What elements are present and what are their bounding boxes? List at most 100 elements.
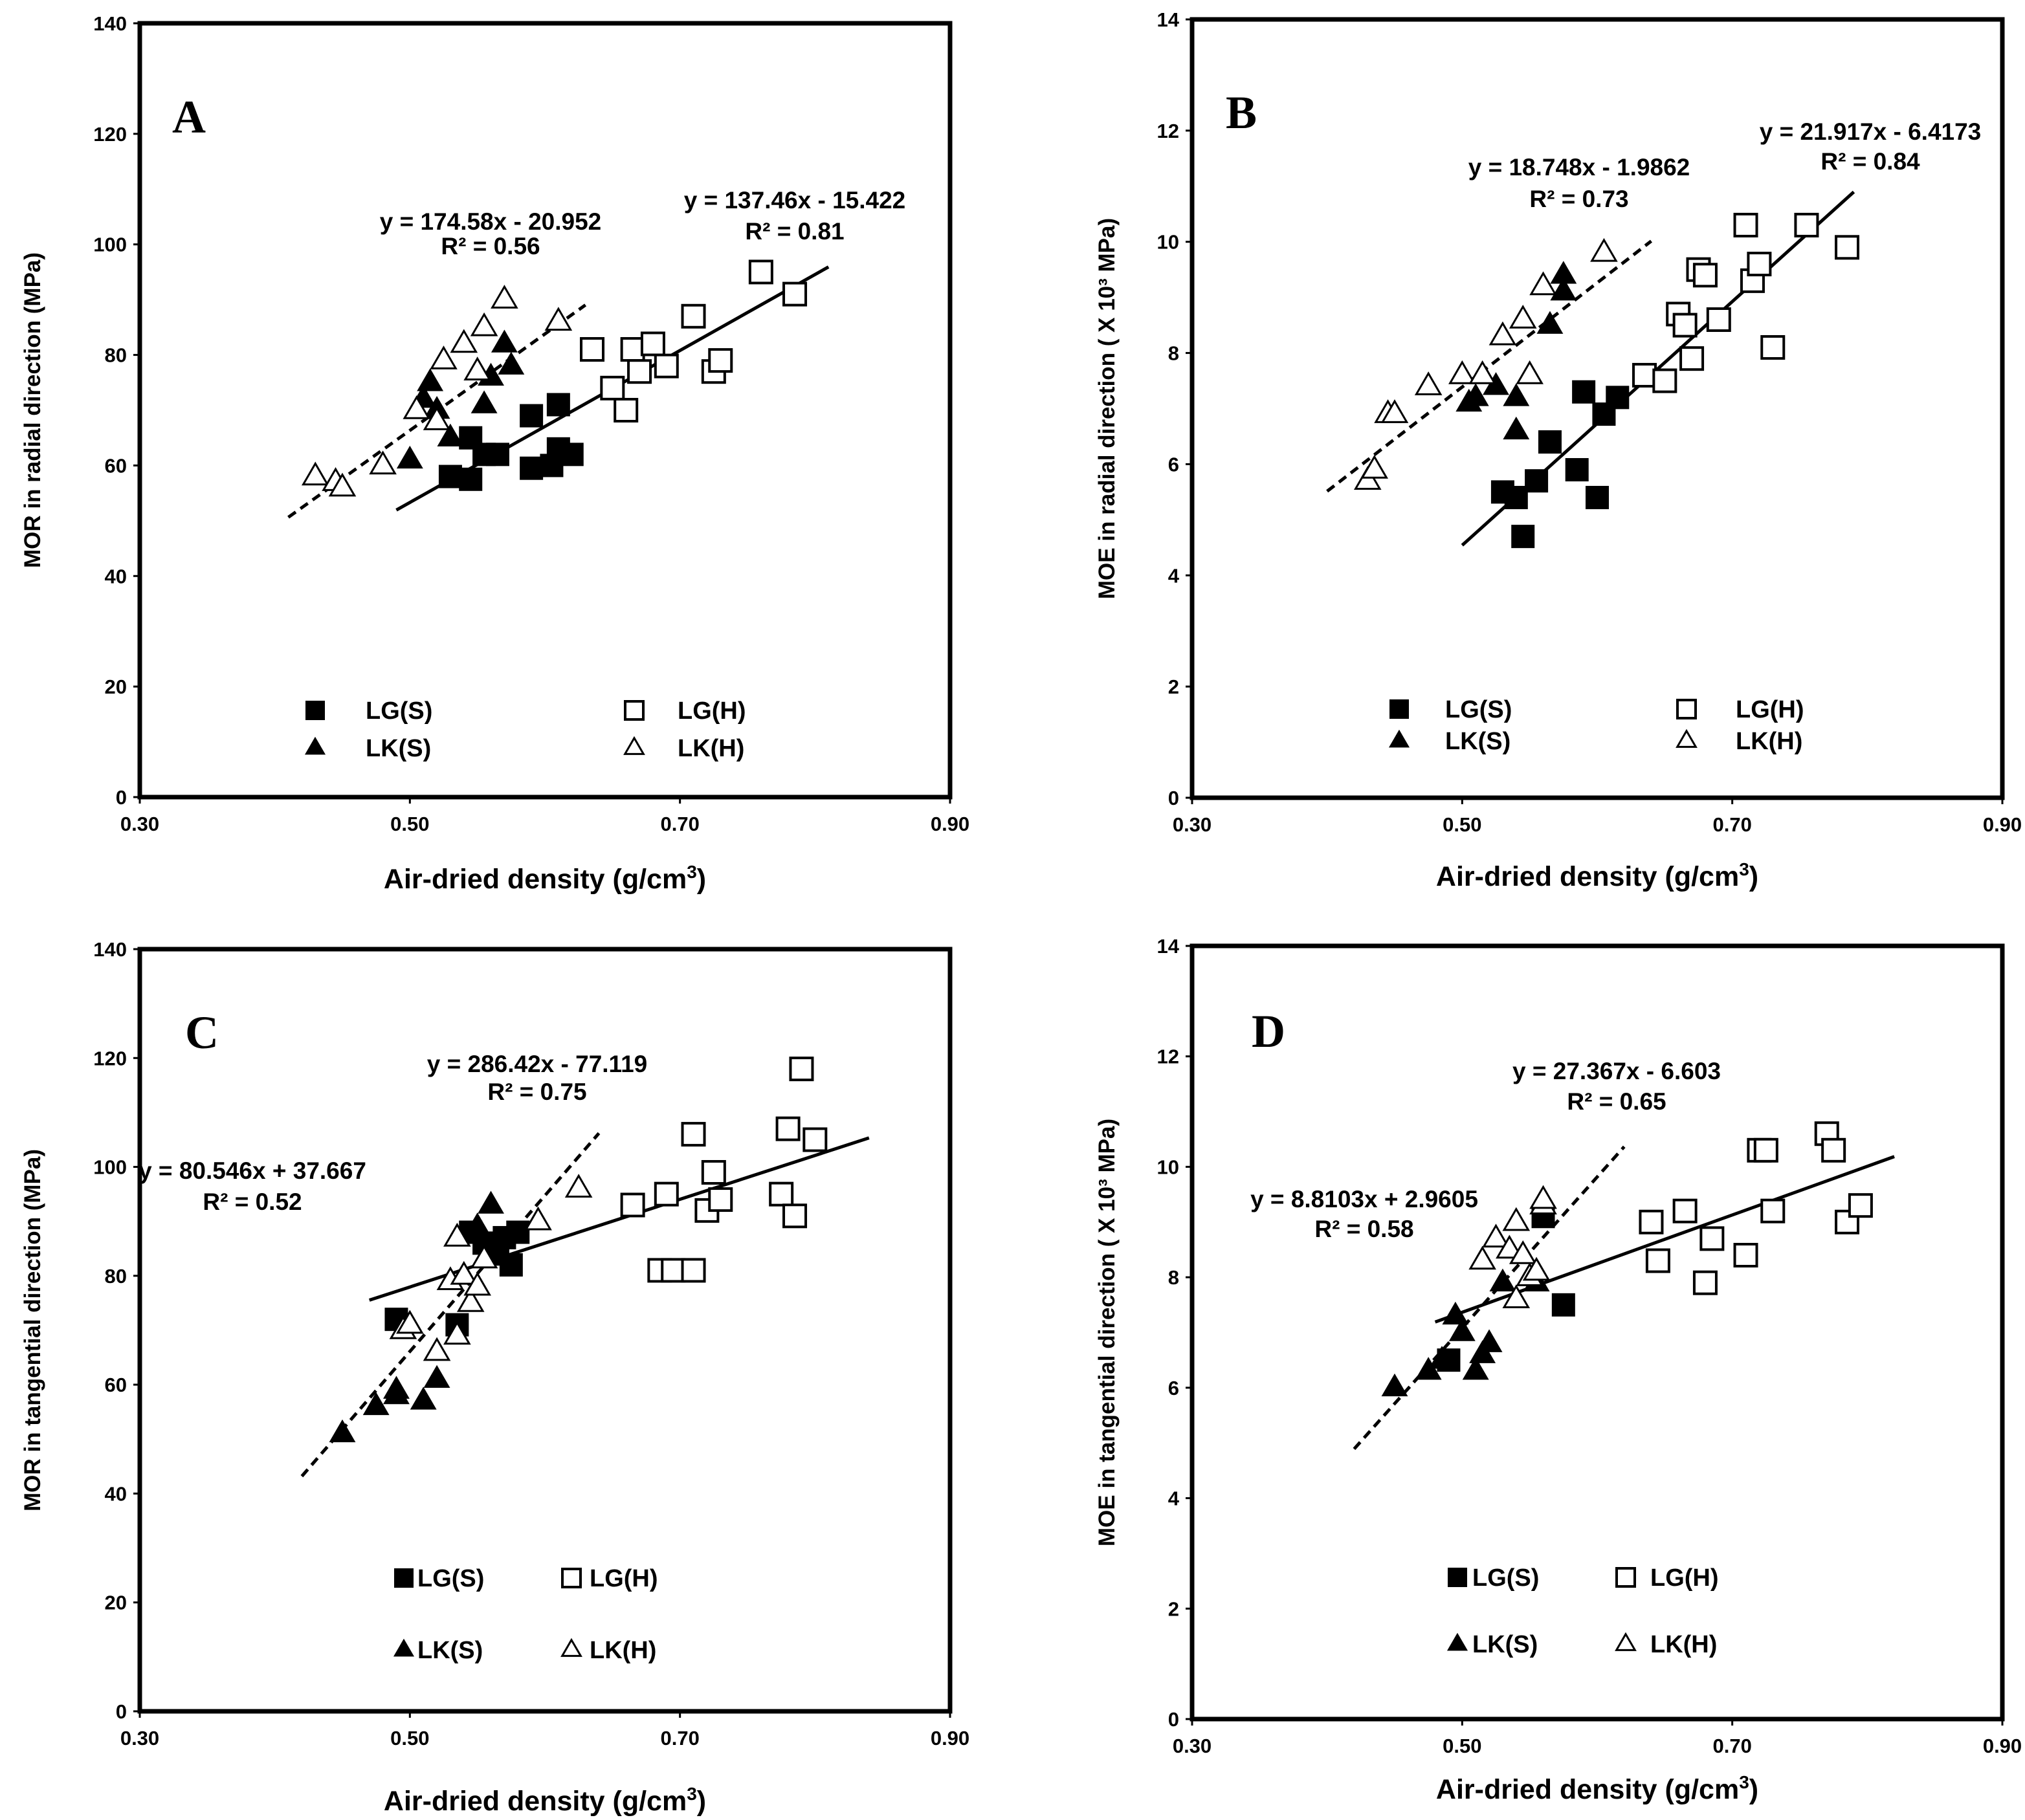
- trend-r-squared: R² = 0.75: [487, 1079, 586, 1105]
- y-axis-label: MOE in radial direction ( X 10³ MPa): [1094, 218, 1120, 599]
- data-point: [396, 445, 423, 469]
- data-point: [802, 1127, 828, 1152]
- x-tick-label: 0.30: [1173, 813, 1212, 836]
- data-point: [450, 1260, 478, 1285]
- data-point: [654, 353, 679, 378]
- series-lks: [329, 1190, 504, 1443]
- legend-label: LG(H): [678, 697, 746, 725]
- x-axis-label-text: Air-dried density (g/cm: [1436, 861, 1739, 892]
- data-point: [1550, 278, 1577, 301]
- data-point: [546, 393, 570, 417]
- trend-equation: y = 21.917x - 6.4173: [1760, 118, 1982, 145]
- data-point: [1522, 1256, 1551, 1281]
- data-point: [437, 423, 464, 446]
- trend-equation: y = 18.748x - 1.9862: [1468, 154, 1690, 181]
- data-point: [544, 307, 573, 331]
- legend-label: LG(H): [590, 1565, 658, 1592]
- plot-frame: [1190, 17, 2005, 800]
- y-tick-label: 14: [1157, 935, 1180, 958]
- data-point: [708, 1187, 733, 1212]
- data-point: [1504, 485, 1528, 509]
- y-tick-label: 80: [105, 1265, 127, 1288]
- y-tick-label: 0: [1168, 1708, 1179, 1731]
- data-point: [1733, 212, 1758, 237]
- panel-a: 0 20 40 60 80 100 120 140 0.30 0.50 0.70 0.90 MOR in…: [20, 12, 969, 895]
- legend-marker: [1615, 1632, 1637, 1651]
- panel-letter: C: [185, 1007, 219, 1058]
- y-tick-label: 120: [93, 123, 127, 146]
- series-lgs: [438, 393, 584, 491]
- trend-equation: y = 174.58x - 20.952: [380, 208, 602, 235]
- data-point: [1428, 1346, 1455, 1369]
- data-point: [748, 259, 773, 285]
- data-point: [506, 1220, 530, 1244]
- y-tick-label: 12: [1157, 1046, 1179, 1068]
- series-lks: [396, 329, 525, 469]
- data-point: [1414, 371, 1443, 395]
- legend-label: LG(H): [1650, 1564, 1719, 1592]
- trend-r-squared: R² = 0.58: [1314, 1216, 1413, 1242]
- trend-r-squared: R² = 0.81: [745, 218, 844, 245]
- y-tick-label: 10: [1157, 1156, 1179, 1178]
- data-point: [1476, 1329, 1503, 1352]
- data-point: [1550, 261, 1577, 284]
- data-point: [1652, 368, 1677, 393]
- data-point: [403, 395, 431, 419]
- x-axis-label-sup: 3: [1739, 1772, 1749, 1792]
- data-point: [654, 1181, 679, 1207]
- y-tick-label: 100: [93, 1156, 127, 1179]
- legend-marker: [305, 701, 325, 720]
- x-axis-label-close: ): [697, 1786, 706, 1817]
- data-point: [1760, 334, 1786, 360]
- data-point: [769, 1181, 794, 1207]
- data-point: [1381, 1373, 1408, 1397]
- series-lgh: [1639, 1121, 1873, 1295]
- panel-d: 0 2 4 6 8 10 12 14 0.30 0.50 0.70 0.90 MOE in tangen…: [1094, 935, 2022, 1805]
- data-point: [423, 406, 451, 430]
- legend-marker: [304, 736, 326, 755]
- data-point: [1538, 430, 1562, 454]
- legend: LG(S) LG(H) LK(S) LK(H): [393, 1565, 658, 1664]
- legend-marker: [1388, 729, 1410, 748]
- data-point: [463, 1271, 491, 1296]
- data-point: [1692, 263, 1718, 288]
- data-point: [620, 1192, 645, 1218]
- data-point: [614, 398, 639, 422]
- legend-label: LK(S): [417, 1637, 483, 1664]
- y-tick-label: 20: [105, 1592, 127, 1614]
- legend-marker: [393, 1638, 415, 1657]
- x-tick-label: 0.30: [1173, 1735, 1212, 1757]
- data-point: [470, 390, 498, 413]
- data-point: [369, 450, 397, 475]
- x-tick-label: 0.70: [660, 813, 699, 835]
- legend-marker: [1446, 1632, 1468, 1651]
- series-lkh: [389, 1174, 593, 1361]
- series-lgh: [580, 259, 808, 422]
- data-point: [520, 404, 544, 428]
- data-point: [450, 329, 478, 353]
- panel-c: 0 20 40 60 80 100 120 140 0.30 0.50 0.70 0.90 MOR in…: [20, 938, 969, 1817]
- x-axis-label-close: ): [1749, 861, 1758, 892]
- data-point: [600, 375, 625, 400]
- data-point: [301, 461, 329, 486]
- data-point: [478, 1190, 504, 1214]
- plot-frame: [1190, 943, 2005, 1722]
- trend-equation: y = 27.367x - 6.603: [1512, 1058, 1721, 1084]
- x-axis-label-sup: 3: [687, 862, 697, 882]
- y-tick-label: 2: [1168, 1597, 1179, 1620]
- plot-frame: [137, 947, 953, 1714]
- data-point: [708, 348, 733, 373]
- data-point: [1536, 311, 1564, 334]
- data-point: [470, 1244, 498, 1269]
- x-axis-label-text: Air-dried density (g/cm: [384, 864, 687, 895]
- trend-r-squared: R² = 0.56: [441, 233, 540, 259]
- data-point: [1848, 1193, 1873, 1218]
- data-point: [1572, 380, 1596, 404]
- data-point: [410, 1387, 437, 1410]
- y-tick-label: 140: [93, 938, 127, 961]
- trend-r-squared: R² = 0.84: [1820, 148, 1920, 175]
- legend-label: LK(S): [1472, 1631, 1538, 1658]
- legend: LG(S) LG(H) LK(S) LK(H): [1388, 696, 1804, 755]
- data-point: [782, 281, 808, 307]
- y-tick-label: 6: [1168, 1377, 1179, 1399]
